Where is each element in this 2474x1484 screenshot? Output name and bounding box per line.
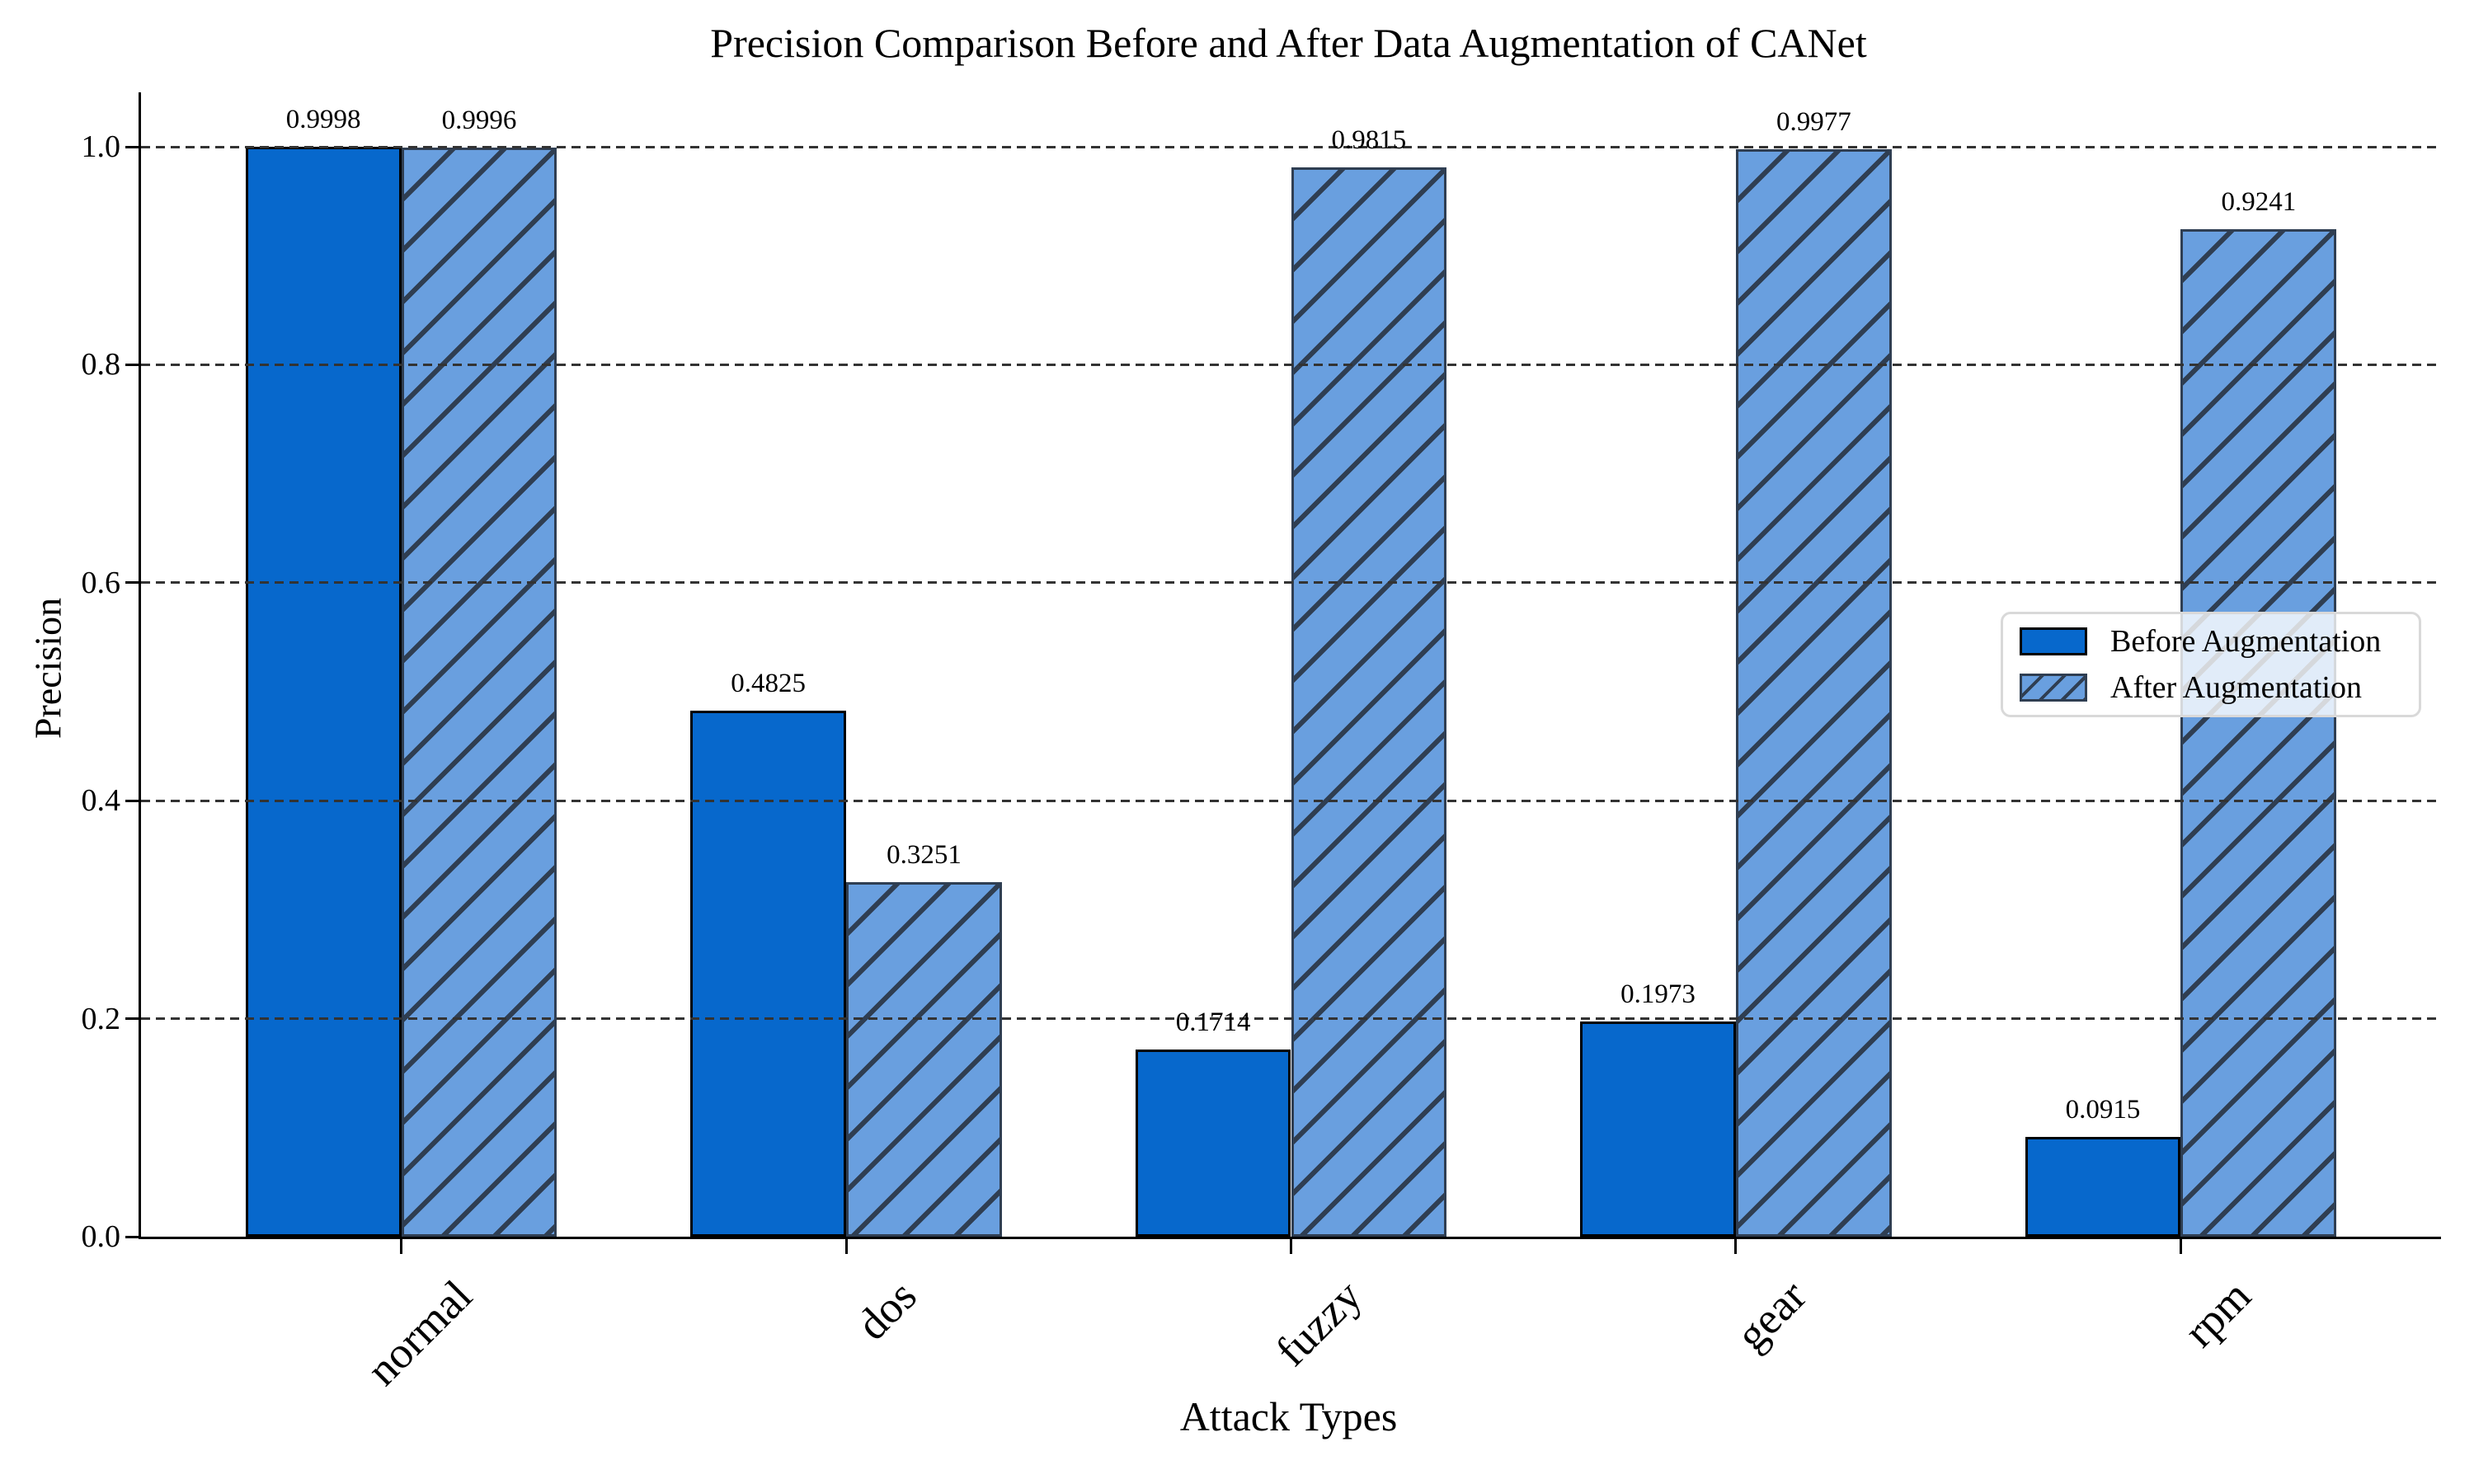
x-tick-mark — [844, 1239, 848, 1254]
legend-swatch-after-icon — [2020, 674, 2087, 702]
legend-swatch-before-icon — [2020, 627, 2087, 655]
bar-value-label: 0.4825 — [731, 669, 806, 699]
gridline-0.4 — [141, 799, 2441, 802]
y-tick-mark — [125, 363, 139, 366]
bar-value-label: 0.9241 — [2221, 187, 2297, 218]
chart-title: Precision Comparison Before and After Da… — [710, 20, 1867, 66]
bar-value-label: 0.9977 — [1776, 107, 1851, 138]
gridline-0.8 — [141, 363, 2441, 366]
legend: Before Augmentation After Augmentation — [2001, 612, 2421, 717]
x-axis-label: Attack Types — [1179, 1393, 1398, 1439]
y-tick-mark — [125, 581, 139, 585]
y-tick-label: 0.4 — [81, 783, 121, 819]
y-tick-mark — [125, 799, 139, 802]
bar-value-label: 0.0915 — [2065, 1095, 2141, 1125]
y-tick-label: 0.6 — [81, 565, 121, 600]
y-tick-label: 0.8 — [81, 347, 121, 383]
x-tick-mark — [400, 1239, 403, 1254]
bar-value-label: 0.9815 — [1331, 124, 1407, 155]
bar-before-augmentation-dos — [690, 711, 847, 1237]
y-tick-label: 0.0 — [81, 1219, 121, 1254]
x-tick-label-rpm: rpm — [2175, 1270, 2261, 1357]
legend-item-before: Before Augmentation — [2020, 624, 2402, 659]
legend-label-before: Before Augmentation — [2110, 624, 2382, 659]
bar-before-augmentation-fuzzy — [1135, 1050, 1291, 1237]
bar-before-augmentation-gear — [1580, 1021, 1736, 1237]
legend-label-after: After Augmentation — [2110, 670, 2362, 705]
bar-before-augmentation-normal — [245, 147, 402, 1237]
bar-after-augmentation-dos — [846, 882, 1002, 1237]
y-tick-mark — [125, 1235, 139, 1238]
x-tick-label-dos: dos — [847, 1270, 926, 1350]
x-tick-mark — [2179, 1239, 2182, 1254]
bar-after-augmentation-gear — [1735, 149, 1892, 1237]
y-tick-mark — [125, 145, 139, 148]
bar-value-label: 0.1714 — [1175, 1007, 1251, 1038]
bar-after-augmentation-fuzzy — [1291, 167, 1447, 1237]
bar-value-label: 0.3251 — [887, 840, 962, 871]
y-tick-mark — [125, 1017, 139, 1021]
gridline-0.6 — [141, 581, 2441, 585]
gridline-0.2 — [141, 1017, 2441, 1021]
legend-item-after: After Augmentation — [2020, 670, 2402, 705]
gridline-1 — [141, 145, 2441, 148]
x-tick-mark — [1290, 1239, 1292, 1254]
x-tick-label-fuzzy: fuzzy — [1265, 1270, 1371, 1376]
y-tick-label: 1.0 — [81, 129, 121, 165]
y-tick-label: 0.2 — [81, 1001, 121, 1036]
bar-value-label: 0.9998 — [285, 105, 361, 135]
bar-value-label: 0.9996 — [441, 105, 517, 135]
bar-before-augmentation-rpm — [2025, 1137, 2181, 1237]
x-tick-label-normal: normal — [356, 1270, 482, 1395]
plot-area: Before Augmentation After Augmentation 0… — [82, 92, 2441, 1395]
bar-after-augmentation-normal — [401, 147, 557, 1237]
bar-value-label: 0.1973 — [1620, 979, 1696, 1010]
bar-after-augmentation-rpm — [2180, 229, 2337, 1237]
x-tick-label-gear: gear — [1726, 1270, 1816, 1360]
x-tick-mark — [1734, 1239, 1738, 1254]
